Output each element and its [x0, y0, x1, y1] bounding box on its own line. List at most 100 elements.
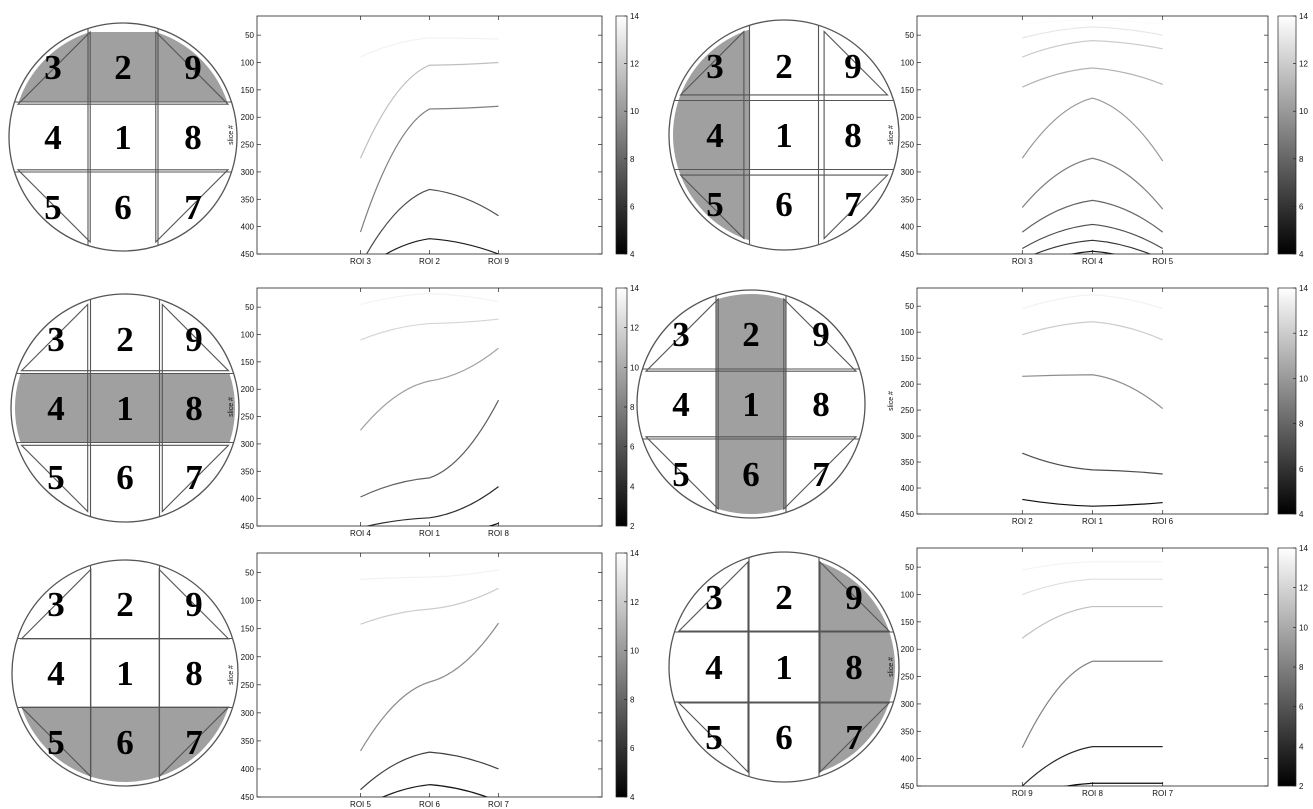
colorbar-tick-label: 4 — [630, 482, 635, 491]
colorbar-tick-label: 8 — [630, 155, 635, 164]
colorbar-tick-label: 4 — [630, 250, 635, 259]
roi-number: 4 — [672, 385, 690, 424]
x-tick-label: ROI 3 — [350, 257, 371, 266]
contour-line — [1069, 250, 1117, 254]
roi-number: 7 — [812, 455, 830, 494]
y-tick-label: 100 — [901, 328, 915, 337]
colorbar-tick-label: 12 — [1299, 329, 1308, 338]
roi-number: 6 — [114, 188, 132, 227]
y-tick-label: 400 — [241, 765, 255, 774]
contour-line — [1022, 67, 1163, 88]
roi-number: 1 — [116, 389, 134, 428]
contour-line — [1021, 157, 1164, 210]
colorbar-tick-label: 14 — [1299, 284, 1308, 293]
roi-number: 6 — [742, 455, 760, 494]
roi-number: 2 — [775, 47, 793, 86]
outer-circle — [668, 19, 900, 251]
line-plot: 50 100 150 200 250 300 350 400 450 slice # ROI 9 RO… — [888, 547, 1269, 798]
y-tick-label: 100 — [901, 59, 915, 68]
contour-line — [1021, 746, 1163, 786]
roi-number: 1 — [742, 385, 760, 424]
y-tick-label: 250 — [901, 673, 915, 682]
roi-number: 9 — [185, 320, 203, 359]
roi-number: 4 — [47, 389, 65, 428]
x-tick-label: ROI 9 — [1012, 789, 1033, 798]
colorbar-tick-label: 14 — [1299, 12, 1308, 21]
roi-number: 5 — [672, 455, 690, 494]
roi-number: 9 — [812, 315, 830, 354]
x-tick-label: ROI 6 — [1152, 517, 1173, 526]
contour-line — [360, 292, 499, 305]
colorbar-tick-label: 6 — [630, 443, 635, 452]
roi-number: 6 — [775, 718, 793, 757]
y-tick-label: 200 — [901, 113, 915, 122]
y-tick-label: 300 — [241, 168, 255, 177]
y-axis-label: slice # — [228, 397, 235, 417]
roi-number: 2 — [116, 320, 134, 359]
colorbar-tick-label: 14 — [630, 284, 639, 293]
roi-number: 8 — [812, 385, 830, 424]
x-tick-label: ROI 9 — [488, 257, 509, 266]
contour-line — [1022, 26, 1163, 39]
y-tick-label: 350 — [241, 467, 255, 476]
roi-number: 4 — [705, 648, 723, 687]
y-tick-label: 50 — [905, 31, 914, 40]
colorbar: 2 4 6 8 10 12 14 — [1277, 544, 1308, 791]
roi-number: 7 — [845, 718, 863, 757]
y-tick-label: 200 — [241, 653, 255, 662]
colorbar-tick-label: 10 — [1299, 107, 1308, 116]
roi-number: 8 — [844, 116, 862, 155]
y-tick-label: 200 — [241, 385, 255, 394]
colorbar-tick-label: 6 — [630, 202, 635, 211]
colorbar-gradient — [615, 15, 628, 255]
outer-circle — [8, 22, 238, 252]
roi-number: 9 — [844, 47, 862, 86]
x-tick-label: ROI 4 — [350, 529, 371, 538]
roi-number: 3 — [44, 48, 62, 87]
roi-number: 3 — [706, 47, 724, 86]
y-tick-label: 300 — [901, 168, 915, 177]
y-tick-label: 50 — [245, 31, 254, 40]
outer-circle — [11, 559, 239, 787]
roi-number: 5 — [705, 718, 723, 757]
x-tick-label: ROI 1 — [419, 529, 440, 538]
colorbar-tick-label: 6 — [1299, 703, 1304, 712]
roi-number: 8 — [185, 389, 203, 428]
highlight-region — [716, 294, 786, 514]
plot-frame — [256, 15, 603, 255]
y-tick-label: 250 — [901, 406, 915, 415]
colorbar-tick-label: 14 — [630, 549, 639, 558]
roi-number: 2 — [742, 315, 760, 354]
colorbar-tick-label: 14 — [630, 12, 639, 21]
colorbar-tick-label: 4 — [1299, 742, 1304, 751]
y-tick-label: 250 — [901, 141, 915, 150]
contour-line — [1021, 199, 1164, 233]
y-tick-label: 100 — [901, 591, 915, 600]
roi-number: 4 — [706, 116, 724, 155]
contour-line — [360, 569, 499, 580]
colorbar-tick-label: 4 — [630, 793, 635, 802]
contour-line — [360, 587, 499, 625]
highlight-region — [673, 24, 750, 246]
colorbar: 4 6 8 10 12 14 — [1277, 284, 1308, 519]
roi-number: 9 — [845, 578, 863, 617]
contour-line — [364, 486, 499, 526]
y-tick-label: 100 — [241, 331, 255, 340]
contour-line — [1022, 498, 1163, 507]
roi-number: 7 — [185, 723, 203, 762]
colorbar-gradient — [1277, 15, 1297, 255]
y-tick-label: 50 — [905, 302, 914, 311]
y-tick-label: 350 — [241, 737, 255, 746]
roi-number: 8 — [185, 654, 203, 693]
contour-line — [1022, 40, 1163, 58]
x-tick-label: ROI 7 — [488, 800, 509, 809]
roi-diagram: 3 2 9 4 1 8 5 6 7 — [11, 559, 239, 787]
roi-diagram: 3 2 9 4 1 8 5 6 7 — [636, 289, 866, 519]
y-axis-label: slice # — [888, 657, 895, 677]
roi-number: 1 — [775, 116, 793, 155]
contour-line — [384, 238, 499, 254]
colorbar-tick-label: 8 — [1299, 155, 1304, 164]
colorbar-tick-label: 10 — [630, 107, 639, 116]
colorbar-tick-label: 12 — [1299, 584, 1308, 593]
panel-5: 3 2 9 4 1 8 5 6 7 50 100 150 200 250 300 350 400 450 slice… — [11, 549, 639, 809]
